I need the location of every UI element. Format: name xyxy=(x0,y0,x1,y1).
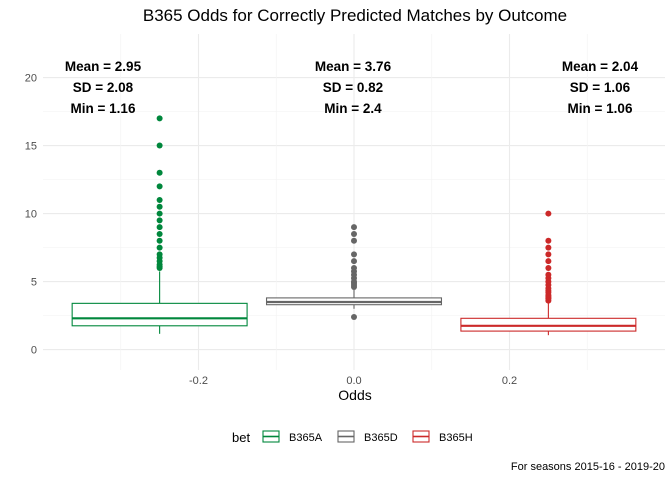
annotation-mean: Mean = 2.95 xyxy=(65,59,142,74)
legend-label: B365A xyxy=(289,432,323,444)
legend-item-b365d: B365D xyxy=(337,430,398,444)
outlier-point xyxy=(351,264,357,271)
outlier-point xyxy=(351,258,357,265)
box-series xyxy=(71,115,637,336)
outlier-point xyxy=(351,237,357,244)
x-tick-label: 0.2 xyxy=(502,375,517,387)
legend-item-b365a: B365A xyxy=(262,430,323,444)
legend-label: B365D xyxy=(364,432,398,444)
outlier-point xyxy=(545,258,552,265)
x-tick-label: -0.2 xyxy=(189,375,208,387)
outlier-point xyxy=(545,244,552,251)
outlier-point xyxy=(156,244,163,251)
annotation-b365a: Mean = 2.95 SD = 2.08 Min = 1.16 xyxy=(65,59,142,116)
outlier-point xyxy=(545,251,552,258)
outlier-point xyxy=(156,196,163,203)
x-axis-ticks: -0.2 0.0 0.2 xyxy=(189,375,517,387)
x-axis-title: Odds xyxy=(338,387,371,403)
outlier-point xyxy=(156,142,163,149)
x-tick-label: 0.0 xyxy=(346,375,361,387)
annotation-min: Min = 1.06 xyxy=(568,101,633,116)
outlier-point xyxy=(156,115,163,122)
outlier-point xyxy=(351,224,357,231)
annotation-sd: SD = 2.08 xyxy=(73,80,134,95)
box-b365h xyxy=(460,210,637,336)
legend-label: B365H xyxy=(439,432,473,444)
outlier-point xyxy=(351,313,357,320)
y-tick-label: 10 xyxy=(25,209,37,221)
legend: bet B365A B365D B365H xyxy=(232,430,473,445)
y-tick-label: 20 xyxy=(25,73,37,85)
outlier-point xyxy=(156,217,163,224)
box-b365a xyxy=(71,115,248,334)
outlier-point xyxy=(156,169,163,176)
outlier-point xyxy=(156,183,163,190)
outlier-point xyxy=(545,264,552,271)
annotation-sd: SD = 1.06 xyxy=(570,80,631,95)
annotation-min: Min = 1.16 xyxy=(71,101,136,116)
annotation-b365h: Mean = 2.04 SD = 1.06 Min = 1.06 xyxy=(562,59,639,116)
annotation-sd: SD = 0.82 xyxy=(323,80,383,95)
outlier-point xyxy=(545,237,552,244)
outlier-point xyxy=(156,251,163,258)
outlier-point xyxy=(351,230,357,237)
outlier-point xyxy=(156,210,163,217)
annotation-mean: Mean = 3.76 xyxy=(315,59,392,74)
chart-title: B365 Odds for Correctly Predicted Matche… xyxy=(143,6,567,25)
legend-title: bet xyxy=(232,430,250,445)
chart-caption: For seasons 2015-16 - 2019-20 xyxy=(511,461,665,473)
y-tick-label: 5 xyxy=(31,277,37,289)
outlier-point xyxy=(156,237,163,244)
outlier-point xyxy=(351,251,357,258)
annotation-min: Min = 2.4 xyxy=(324,101,382,116)
y-axis-ticks: 0 5 10 15 20 xyxy=(25,73,37,357)
outlier-point xyxy=(545,271,552,278)
annotation-b365d: Mean = 3.76 SD = 0.82 Min = 2.4 xyxy=(315,59,392,116)
outlier-point xyxy=(156,224,163,231)
legend-item-b365h: B365H xyxy=(412,430,473,444)
y-tick-label: 0 xyxy=(31,345,37,357)
y-tick-label: 15 xyxy=(25,141,37,153)
box-iqr xyxy=(71,302,248,327)
annotation-mean: Mean = 2.04 xyxy=(562,59,639,74)
outlier-point xyxy=(545,210,552,217)
outlier-point xyxy=(156,230,163,237)
outlier-point xyxy=(156,203,163,210)
stat-annotations: Mean = 2.95 SD = 2.08 Min = 1.16 Mean = 3.7… xyxy=(65,59,639,116)
box-b365d xyxy=(265,224,443,320)
